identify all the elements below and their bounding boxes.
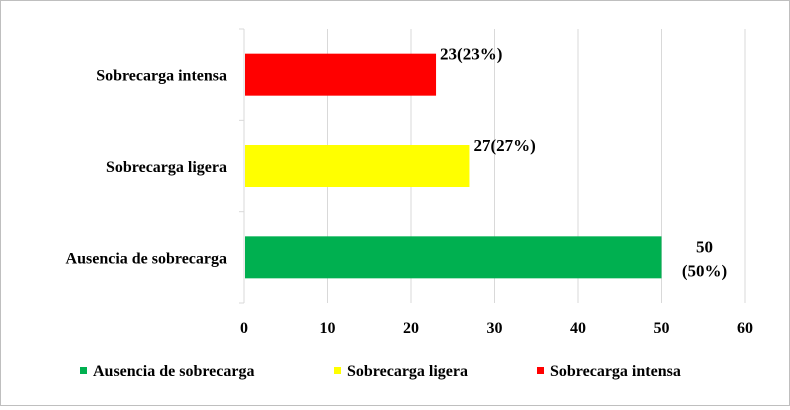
bar bbox=[245, 53, 437, 96]
bar bbox=[245, 236, 662, 279]
data-labels: 50 (50%) 27(27%) 23(23%) bbox=[440, 45, 727, 281]
x-tick-label: 50 bbox=[654, 320, 670, 337]
data-label: (50%) bbox=[682, 261, 727, 280]
category-label: Sobrecarga ligera bbox=[106, 159, 227, 176]
legend: Ausencia de sobrecarga Sobrecarga ligera S… bbox=[80, 363, 681, 380]
x-tick-label: 10 bbox=[320, 320, 336, 337]
x-tick-label: 0 bbox=[240, 320, 248, 337]
x-tick-label: 20 bbox=[403, 320, 419, 337]
legend-swatch bbox=[334, 367, 341, 374]
legend-label: Sobrecarga ligera bbox=[347, 363, 468, 380]
category-label: Ausencia de sobrecarga bbox=[66, 250, 227, 267]
data-label: 50 bbox=[696, 237, 713, 256]
legend-swatch bbox=[80, 367, 87, 374]
x-tick-labels: 0 10 20 30 40 50 60 bbox=[240, 320, 753, 337]
legend-swatch bbox=[537, 367, 544, 374]
bar bbox=[245, 145, 470, 187]
data-label: 27(27%) bbox=[473, 136, 535, 155]
x-tick-label: 30 bbox=[487, 320, 503, 337]
bars bbox=[245, 53, 662, 279]
x-tick-label: 60 bbox=[737, 320, 753, 337]
category-labels: Ausencia de sobrecarga Sobrecarga ligera S… bbox=[66, 68, 227, 268]
y-axis bbox=[239, 28, 245, 304]
data-label: 23(23%) bbox=[440, 45, 502, 64]
x-tick-label: 40 bbox=[570, 320, 586, 337]
legend-label: Sobrecarga intensa bbox=[550, 363, 681, 380]
legend-label: Ausencia de sobrecarga bbox=[93, 363, 254, 380]
category-label: Sobrecarga intensa bbox=[96, 68, 227, 85]
